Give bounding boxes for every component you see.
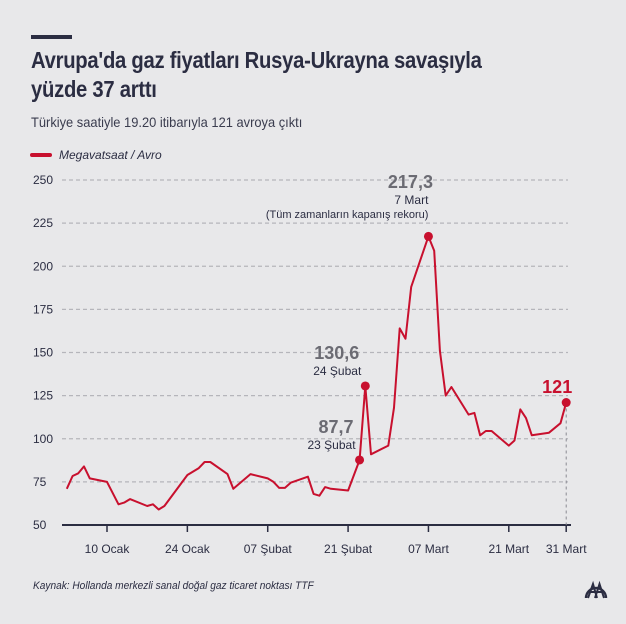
annotation-date: 24 Şubat [313,364,362,378]
annotation-value: 87,7 [319,417,354,437]
y-tick-label: 50 [33,518,47,532]
x-tick-label: 24 Ocak [165,542,211,556]
y-tick-label: 75 [33,475,47,489]
title-line-2: yüzde 37 arttı [31,76,157,102]
x-tick-label: 07 Şubat [244,542,293,556]
annotation-value: 217,3 [388,172,433,192]
annotation-note: (Tüm zamanların kapanış rekoru) [266,209,429,221]
x-tick-label: 21 Şubat [324,542,373,556]
y-tick-label: 225 [33,216,53,230]
legend-swatch [30,153,52,157]
page-title: Avrupa'da gaz fiyatları Rusya-Ukrayna sa… [31,46,482,104]
title-accent-bar [31,35,72,39]
y-tick-label: 200 [33,259,53,273]
y-tick-label: 250 [33,173,53,187]
annotation-value: 121 [542,377,572,397]
annotation-value: 130,6 [314,343,359,363]
legend-label: Megavatsaat / Avro [59,148,162,162]
y-tick-label: 175 [33,302,53,316]
x-tick-label: 10 Ocak [85,542,131,556]
title-line-1: Avrupa'da gaz fiyatları Rusya-Ukrayna sa… [31,47,482,73]
aa-logo-icon [584,580,608,599]
x-tick-label: 21 Mart [488,542,529,556]
x-tick-label: 07 Mart [408,542,449,556]
annotation-marker [355,455,365,465]
annotation-marker [360,381,370,391]
source-note: Kaynak: Hollanda merkezli sanal doğal ga… [33,580,314,592]
annotation-marker [423,231,433,241]
annotation-marker [561,398,571,408]
series-line [65,235,568,511]
y-tick-label: 100 [33,432,53,446]
x-tick-label: 31 Mart [546,542,587,556]
legend: Megavatsaat / Avro [30,148,162,162]
annotation-date: 7 Mart [394,193,429,207]
y-tick-label: 150 [33,346,53,360]
y-tick-label: 125 [33,389,53,403]
annotation-date: 23 Şubat [308,438,357,452]
subtitle: Türkiye saatiyle 19.20 itibarıyla 121 av… [31,114,303,130]
